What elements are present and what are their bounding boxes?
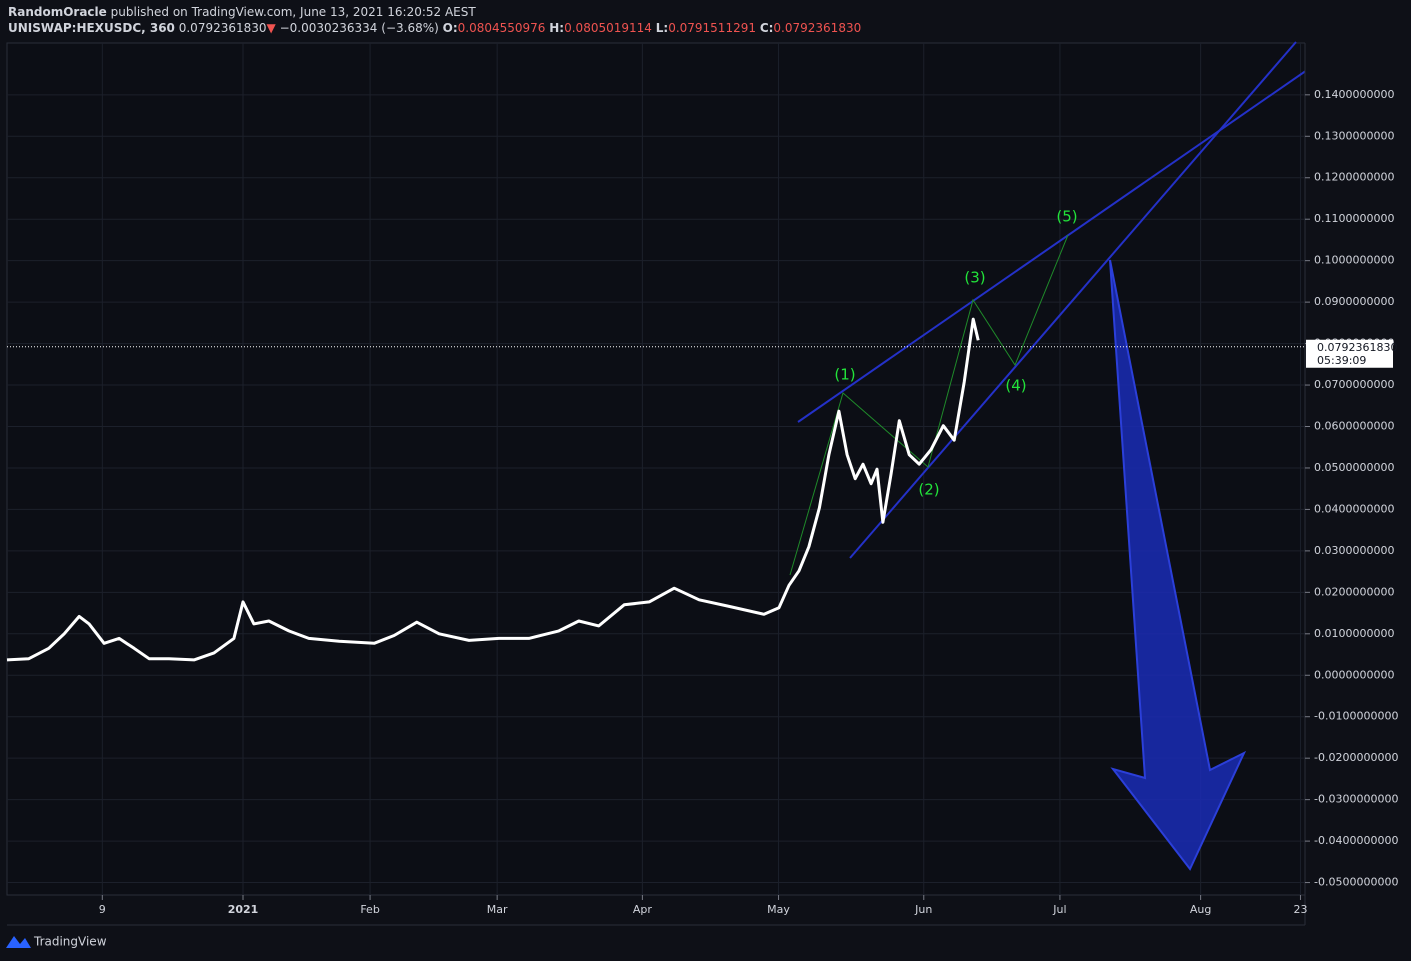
- y-tick-label: 0.0000000000: [1314, 668, 1394, 681]
- y-tick-label: 0.0100000000: [1314, 627, 1394, 640]
- price: 0.0792361830: [178, 21, 267, 35]
- x-tick-label: Feb: [360, 903, 379, 916]
- wave-label: (4): [1005, 377, 1026, 395]
- change-arrow: ▼: [266, 21, 276, 35]
- author: RandomOracle: [8, 5, 107, 19]
- y-tick-label: -0.0300000000: [1314, 793, 1398, 806]
- y-tick-label: 0.1000000000: [1314, 254, 1394, 267]
- y-tick-label: 0.0300000000: [1314, 544, 1394, 557]
- low: 0.0791511291: [668, 21, 756, 35]
- x-tick-label: 2021: [228, 903, 259, 916]
- y-tick-label: 0.1100000000: [1314, 212, 1394, 225]
- upper-trendline: [797, 67, 1311, 423]
- x-tick-label: Jul: [1052, 903, 1066, 916]
- x-tick-label: 23: [1293, 903, 1307, 916]
- y-tick-label: -0.0200000000: [1314, 751, 1398, 764]
- x-tick-label: Jun: [914, 903, 932, 916]
- drawings: (1) (2) (3) (4) (5): [789, 41, 1311, 871]
- plot-area: [6, 42, 1306, 896]
- y-tick-label: 0.0600000000: [1314, 420, 1394, 433]
- logo-icon: [6, 936, 31, 948]
- x-tick-label: 9: [99, 903, 106, 916]
- lower-trendline: [849, 41, 1297, 559]
- price-axis: [1305, 0, 1411, 925]
- open-label: O:: [442, 21, 458, 35]
- y-tick-label: 0.0700000000: [1314, 378, 1394, 391]
- countdown: 05:39:09: [1317, 354, 1366, 367]
- x-tick-label: Apr: [633, 903, 653, 916]
- price-line: [6, 317, 980, 662]
- brand: TradingView: [33, 935, 107, 949]
- wave-count: [789, 234, 1069, 576]
- y-tick-label: 0.0900000000: [1314, 295, 1394, 308]
- y-tick-label: 0.0500000000: [1314, 461, 1394, 474]
- y-tick-label: 0.1200000000: [1314, 171, 1394, 184]
- high: 0.0805019114: [564, 21, 652, 35]
- tv-logo: TradingView: [6, 935, 107, 949]
- symbol: UNISWAP:HEXUSDC, 360: [8, 21, 175, 35]
- grid: [7, 43, 1305, 895]
- x-tick-label: May: [767, 903, 790, 916]
- y-tick-label: -0.0400000000: [1314, 834, 1398, 847]
- close-label: C:: [759, 21, 774, 35]
- last-price-label: 0.0792361830: [1317, 341, 1397, 354]
- close: 0.0792361830: [773, 21, 862, 35]
- wave-label: (5): [1056, 208, 1077, 226]
- header: RandomOracle published on TradingView.co…: [8, 4, 861, 36]
- wave-label: (1): [834, 366, 855, 384]
- y-tick-label: 0.1300000000: [1314, 129, 1394, 142]
- published: published on TradingView.com, June 13, 2…: [110, 5, 476, 19]
- wave-label: (3): [964, 269, 985, 287]
- change: −0.0030236334 (−3.68%): [279, 21, 439, 35]
- y-tick-label: 0.0400000000: [1314, 502, 1394, 515]
- down-arrow: [1109, 259, 1247, 871]
- last-price-box: [1306, 339, 1393, 368]
- quote-line: UNISWAP:HEXUSDC, 360 0.0792361830▼ −0.00…: [8, 20, 861, 36]
- low-label: L:: [655, 21, 669, 35]
- y-tick-label: -0.0100000000: [1314, 710, 1398, 723]
- wave-label: (2): [918, 481, 939, 499]
- high-label: H:: [549, 21, 565, 35]
- x-tick-label: Aug: [1190, 903, 1211, 916]
- publish-line: RandomOracle published on TradingView.co…: [8, 4, 861, 20]
- open: 0.0804550976: [457, 21, 546, 35]
- y-tick-label: -0.0500000000: [1314, 876, 1398, 889]
- y-tick-label: 0.0200000000: [1314, 585, 1394, 598]
- y-tick-label: 0.1400000000: [1314, 88, 1394, 101]
- x-tick-label: Mar: [487, 903, 508, 916]
